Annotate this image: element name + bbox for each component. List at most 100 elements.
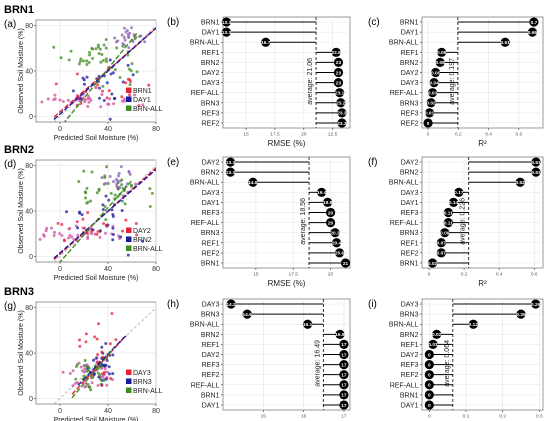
lollipop-category-label: REF3 (202, 110, 220, 117)
lollipop-category-label: DAY3 (202, 80, 220, 87)
scatter-point (86, 104, 90, 108)
scatter-chart-0: 0 40 80 0 40 80 BRN1 DAY1 BRN-ALL Predicted Soil … (18, 19, 163, 142)
lollipop-category-label: DAY2 (401, 160, 419, 167)
scatter-point (79, 365, 83, 369)
scatter-x-axis-title: Predicted Soil Moisture (%) (54, 135, 139, 142)
scatter-point (82, 374, 86, 378)
lollipop-marker (339, 359, 349, 370)
legend-label: BRN3 (133, 379, 152, 386)
lollipop-marker (334, 248, 345, 258)
lollipop-marker (221, 27, 232, 37)
scatter-x-tick-label: 80 (152, 266, 160, 273)
rmse-lollipop-chart-7: 15 16 17 DAY3 BRN3 BRN-ALL BRN2 REF1 DAY2 REF3 REF… (190, 298, 351, 420)
identity-line (53, 307, 156, 404)
scatter-y-axis-title: Observed Soil Moisture (%) (18, 168, 25, 254)
lollipop-x-axis-title: R² (478, 139, 487, 148)
lollipop-category-label: BRN3 (201, 100, 220, 107)
scatter-point (122, 189, 126, 193)
lollipop-value-label: 20.3 (330, 230, 340, 236)
scatter-point (99, 365, 103, 369)
lollipop-value-label: 0 (428, 362, 431, 368)
scatter-point (111, 232, 115, 236)
scatter-point (54, 82, 58, 86)
lollipop-value-label: 20 (328, 220, 334, 226)
scatter-point (135, 70, 139, 74)
scatter-point (120, 33, 124, 37)
fit-line-brn-all (63, 31, 139, 122)
scatter-point (79, 101, 83, 105)
panel-label: (g) (4, 301, 16, 312)
scatter-plot-area (36, 25, 156, 122)
scatter-point (84, 332, 88, 336)
rmse-lollipop-chart-1: 15 17.5 20 22.5 BRN1 DAY1 BRN-ALL REF1 BRN2 DAY2 D… (190, 16, 351, 148)
legend-swatch (126, 87, 132, 93)
lollipop-value-label: 0.04 (429, 80, 439, 86)
lollipop-x-tick-label: 0.2 (461, 272, 468, 278)
scatter-point (107, 102, 111, 106)
lollipop-category-label: DAY2 (202, 70, 220, 77)
scatter-x-axis-title: Predicted Soil Moisture (%) (54, 417, 139, 421)
scatter-point (95, 356, 99, 360)
lollipop-marker (333, 57, 344, 68)
lollipop-value-label: 0.52 (516, 180, 526, 186)
lollipop-marker (432, 329, 442, 339)
scatter-point (107, 89, 111, 93)
scatter-point (81, 59, 85, 63)
scatter-point (110, 208, 114, 212)
scatter-point (148, 204, 152, 208)
lollipop-marker (317, 187, 327, 197)
scatter-point (83, 226, 87, 230)
scatter-point (87, 60, 91, 64)
scatter-point (67, 236, 71, 240)
scatter-point (86, 211, 90, 215)
scatter-point (104, 38, 108, 42)
scatter-point (119, 165, 123, 169)
scatter-point (129, 183, 133, 187)
panel-label: (i) (368, 299, 377, 310)
lollipop-value-label: 13.3 (222, 20, 232, 26)
scatter-x-tick-label: 0 (58, 266, 62, 273)
lollipop-x-tick-label: 0 (428, 272, 431, 278)
scatter-point (102, 43, 106, 47)
scatter-point (102, 222, 106, 226)
scatter-point (86, 200, 90, 204)
scatter-point (78, 59, 82, 63)
scatter-x-tick-label: 40 (104, 266, 112, 273)
rmse-lollipop-chart-4: 15 17.5 20 DAY2 BRN2 BRN-ALL DAY3 DAY1 REF3 REF-A… (190, 156, 351, 288)
lollipop-category-label: REF1 (202, 342, 220, 349)
lollipop-category-label: BRN2 (201, 170, 220, 177)
scatter-point (94, 47, 98, 51)
scatter-point (100, 92, 104, 96)
mean-label: average: 0.064 (444, 340, 451, 387)
scatter-point (113, 36, 117, 40)
scatter-point (56, 221, 60, 225)
lollipop-value-label: 16.9 (335, 332, 345, 338)
lollipop-value-label: 20 (328, 210, 334, 216)
lollipop-marker (322, 197, 333, 208)
lollipop-marker (500, 37, 510, 47)
scatter-point (101, 203, 105, 207)
lollipop-category-label: DAY2 (401, 70, 419, 77)
lollipop-category-label: REF1 (401, 342, 419, 349)
scatter-point (100, 345, 104, 349)
scatter-point (52, 234, 56, 238)
mean-label: average: 21.06 (307, 58, 314, 105)
lollipop-x-tick-label: 0 (427, 132, 430, 138)
lollipop-category-label: REF2 (401, 372, 419, 379)
lollipop-value-label: 0.01 (428, 342, 438, 348)
legend-swatch (126, 369, 132, 375)
scatter-point (100, 53, 104, 57)
scatter-y-tick-label: 40 (25, 351, 33, 358)
scatter-point (71, 369, 75, 373)
scatter-point (78, 344, 82, 348)
lollipop-value-label: 0.17 (454, 190, 464, 196)
scatter-point (98, 96, 102, 100)
lollipop-marker (248, 177, 258, 187)
scatter-point (111, 238, 115, 242)
lollipop-value-label: 23 (336, 70, 342, 76)
scatter-point (148, 187, 152, 191)
legend-label: BRN-ALL (133, 246, 163, 253)
scatter-point (96, 353, 100, 357)
scatter-point (117, 171, 121, 175)
scatter-point (130, 26, 134, 30)
